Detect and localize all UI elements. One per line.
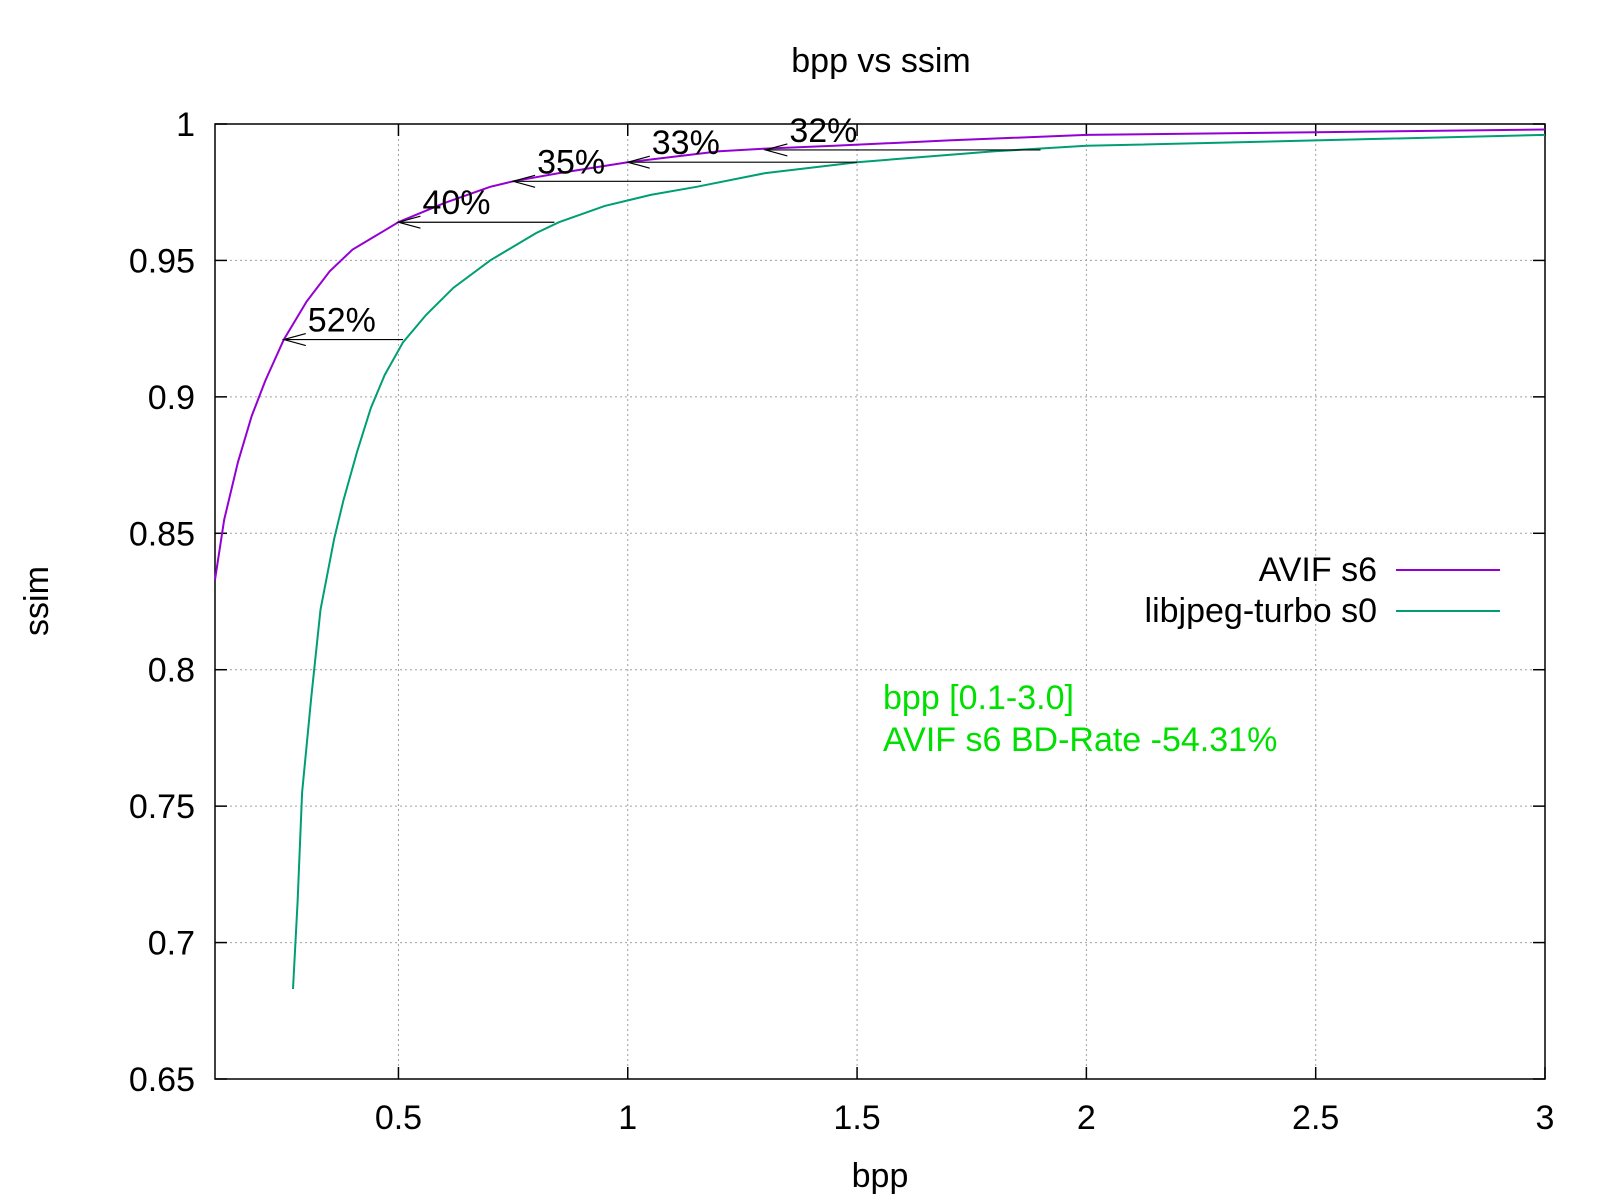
plot-frame xyxy=(214,123,1546,1080)
x-tick-label: 2.5 xyxy=(1292,1099,1339,1137)
y-tick-label: 0.9 xyxy=(148,379,195,417)
y-tick-label: 0.65 xyxy=(129,1061,195,1099)
bd-arrow-head xyxy=(396,215,421,229)
y-tick-label: 0.95 xyxy=(129,242,195,280)
legend-label: libjpeg-turbo s0 xyxy=(1145,592,1377,630)
series-line-1 xyxy=(292,133,1546,990)
x-tick-label: 0.5 xyxy=(375,1099,422,1137)
y-tick-label: 0.75 xyxy=(129,788,195,826)
x-tick-label: 1.5 xyxy=(833,1099,880,1137)
series-line-0 xyxy=(214,128,1546,580)
x-tick-label: 3 xyxy=(1536,1099,1555,1137)
bd-rate-note: bpp [0.1-3.0] AVIF s6 BD-Rate -54.31% xyxy=(883,679,1277,759)
x-tick-label: 2 xyxy=(1077,1099,1096,1137)
bd-annotation-label: 33% xyxy=(652,124,720,162)
bd-annotation-label: 52% xyxy=(308,302,376,340)
bd-annotation-label: 40% xyxy=(422,184,490,222)
series-layer xyxy=(214,128,1546,990)
bd-arrow-head xyxy=(763,143,788,157)
grid-lines xyxy=(215,124,1545,1079)
y-tick-label: 0.85 xyxy=(129,515,195,553)
bd-annotation-label: 35% xyxy=(537,143,605,181)
y-axis-label: ssim xyxy=(18,566,56,636)
axis-ticks: 0.5 1 1.5 2 2.5 3 0.65 0.7 0.75 0.8 0.85 0.9 0.95 1 xyxy=(129,106,1555,1137)
legend-label: AVIF s6 xyxy=(1259,551,1377,589)
y-tick-label: 0.8 xyxy=(148,652,195,690)
annotation-layer: 52% 40% 35% 33% 32% xyxy=(281,112,1041,347)
bd-arrow-head xyxy=(281,332,306,347)
x-tick-label: 1 xyxy=(618,1099,637,1137)
note-line: bpp [0.1-3.0] xyxy=(883,679,1074,717)
y-tick-label: 0.7 xyxy=(148,925,195,963)
bd-annotation-label: 32% xyxy=(789,112,857,150)
x-axis-label: bpp xyxy=(852,1157,909,1195)
y-tick-label: 1 xyxy=(176,106,195,144)
bd-arrow-head xyxy=(625,155,650,169)
bd-arrow-head xyxy=(510,174,536,188)
chart-title: bpp vs ssim xyxy=(791,42,971,80)
note-line: AVIF s6 BD-Rate -54.31% xyxy=(883,721,1277,759)
